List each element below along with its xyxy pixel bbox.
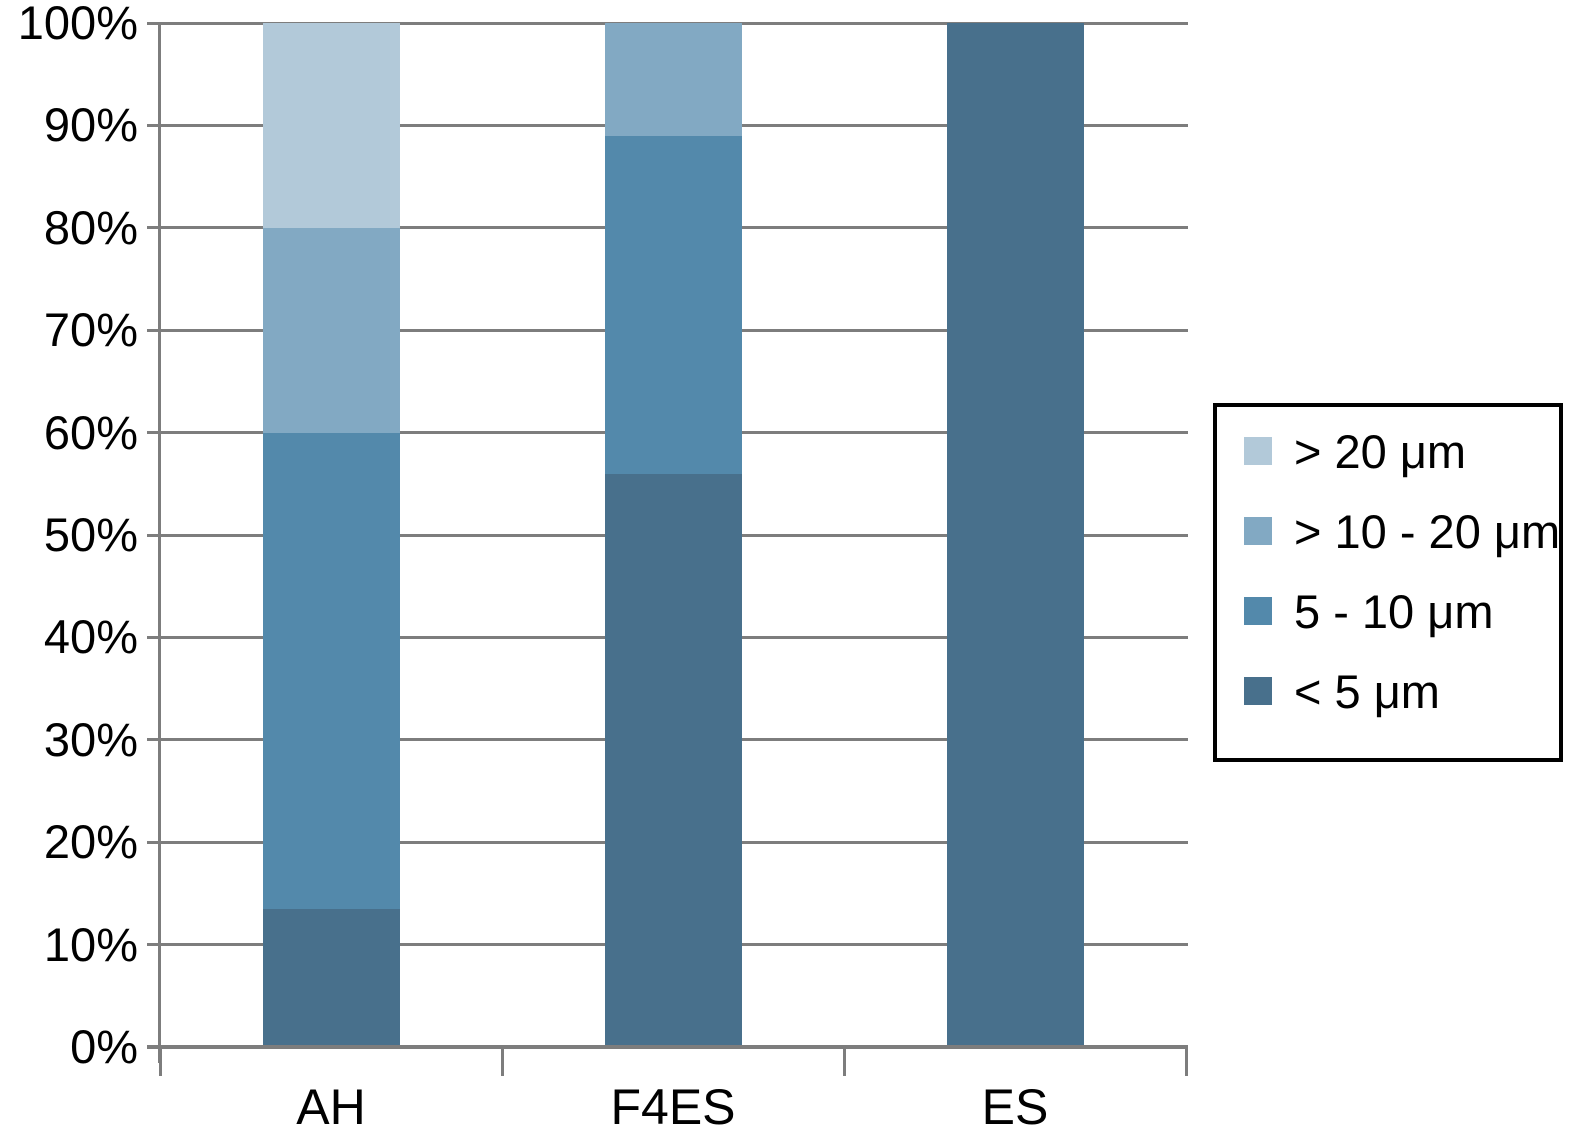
legend-swatch xyxy=(1244,597,1272,625)
y-tick-label: 40% xyxy=(43,610,138,664)
x-axis-tick xyxy=(1184,1046,1188,1076)
y-axis-line xyxy=(158,23,161,1063)
x-axis-tick xyxy=(500,1046,504,1076)
y-tick-label: 20% xyxy=(43,815,138,869)
legend-swatch xyxy=(1244,677,1272,705)
x-axis-tick xyxy=(158,1046,162,1076)
x-axis-line xyxy=(147,1045,1188,1048)
x-category-label: ES xyxy=(981,1079,1049,1135)
legend-item: > 20 μm xyxy=(1217,411,1559,491)
x-category-label: F4ES xyxy=(610,1079,736,1135)
legend-swatch xyxy=(1244,437,1272,465)
y-tick-label: 50% xyxy=(43,508,138,561)
legend-item: 5 - 10 μm xyxy=(1217,571,1559,651)
legend-swatch xyxy=(1244,517,1272,545)
legend-item: > 10 - 20 μm xyxy=(1217,491,1561,571)
y-tick-label: 0% xyxy=(70,1020,138,1073)
bar-segment xyxy=(262,23,400,228)
bar-segment xyxy=(262,908,400,1047)
bar-ah xyxy=(262,23,400,1047)
bars-layer xyxy=(160,23,1186,1047)
y-tick-label: 100% xyxy=(17,0,138,49)
y-tick-label: 70% xyxy=(43,303,138,357)
y-tick-label: 30% xyxy=(43,712,138,766)
legend-label: < 5 μm xyxy=(1294,664,1440,718)
legend-item: < 5 μm xyxy=(1217,651,1559,731)
x-axis-tick xyxy=(842,1046,846,1076)
bar-segment xyxy=(262,432,400,909)
y-tick-label: 90% xyxy=(43,98,138,152)
legend-label: 5 - 10 μm xyxy=(1294,584,1494,638)
bar-f4es xyxy=(604,23,742,1047)
legend: > 20 μm > 10 - 20 μm 5 - 10 μm < 5 μm xyxy=(1213,403,1563,762)
y-tick-label: 60% xyxy=(43,405,138,459)
legend-label: > 20 μm xyxy=(1294,424,1467,478)
bar-segment xyxy=(604,23,742,136)
bar-segment xyxy=(604,473,742,1047)
y-tick-label: 10% xyxy=(43,917,138,971)
bar-es xyxy=(946,23,1084,1047)
bar-segment xyxy=(604,135,742,474)
y-tick-label: 80% xyxy=(43,200,138,254)
bar-segment xyxy=(946,23,1084,1047)
legend-label: > 10 - 20 μm xyxy=(1294,504,1561,558)
x-category-label: AH xyxy=(296,1079,366,1135)
bar-segment xyxy=(262,227,400,433)
gridline xyxy=(147,21,1188,25)
